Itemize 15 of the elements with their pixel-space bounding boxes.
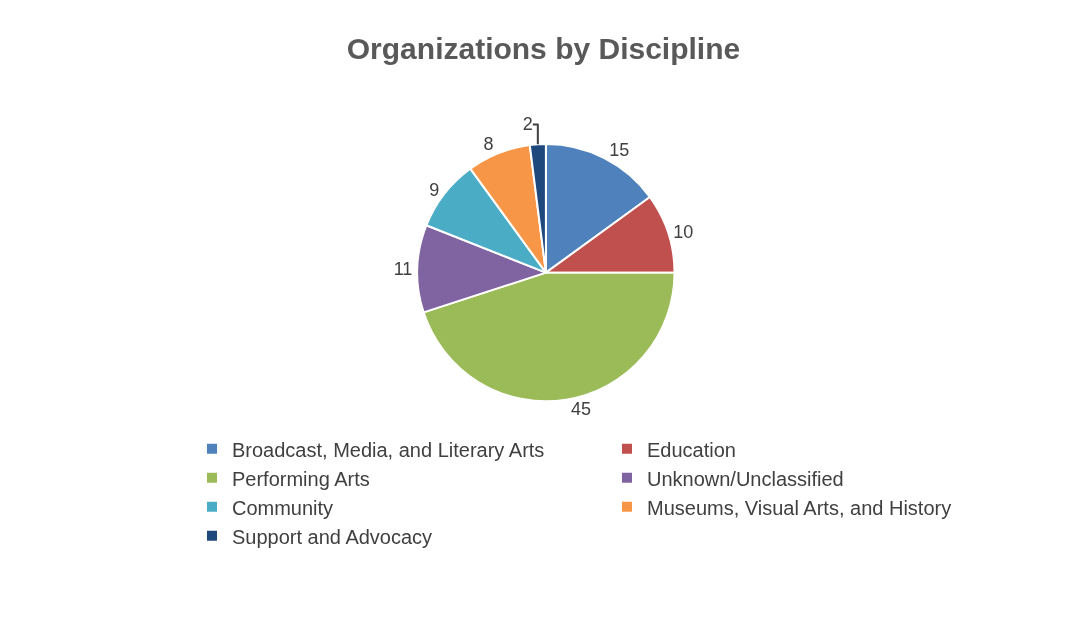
legend-label: Museums, Visual Arts, and History <box>646 496 952 519</box>
data-label: 45 <box>571 399 592 420</box>
legend-label: Performing Arts <box>231 467 370 490</box>
legend-label: Unknown/Unclassified <box>646 467 844 490</box>
legend-label: Broadcast, Media, and Literary Arts <box>231 438 545 461</box>
data-label: 11 <box>393 258 413 279</box>
data-label: 9 <box>429 180 440 201</box>
legend-label: Support and Advocacy <box>231 525 433 548</box>
data-label: 15 <box>609 140 630 161</box>
legend-label: Community <box>231 496 334 519</box>
legend-label: Education <box>646 438 736 461</box>
data-label: 10 <box>673 221 694 242</box>
data-label: 2 <box>522 114 533 135</box>
chart-title: Organizations by Discipline <box>346 32 741 66</box>
data-label: 8 <box>483 134 494 155</box>
